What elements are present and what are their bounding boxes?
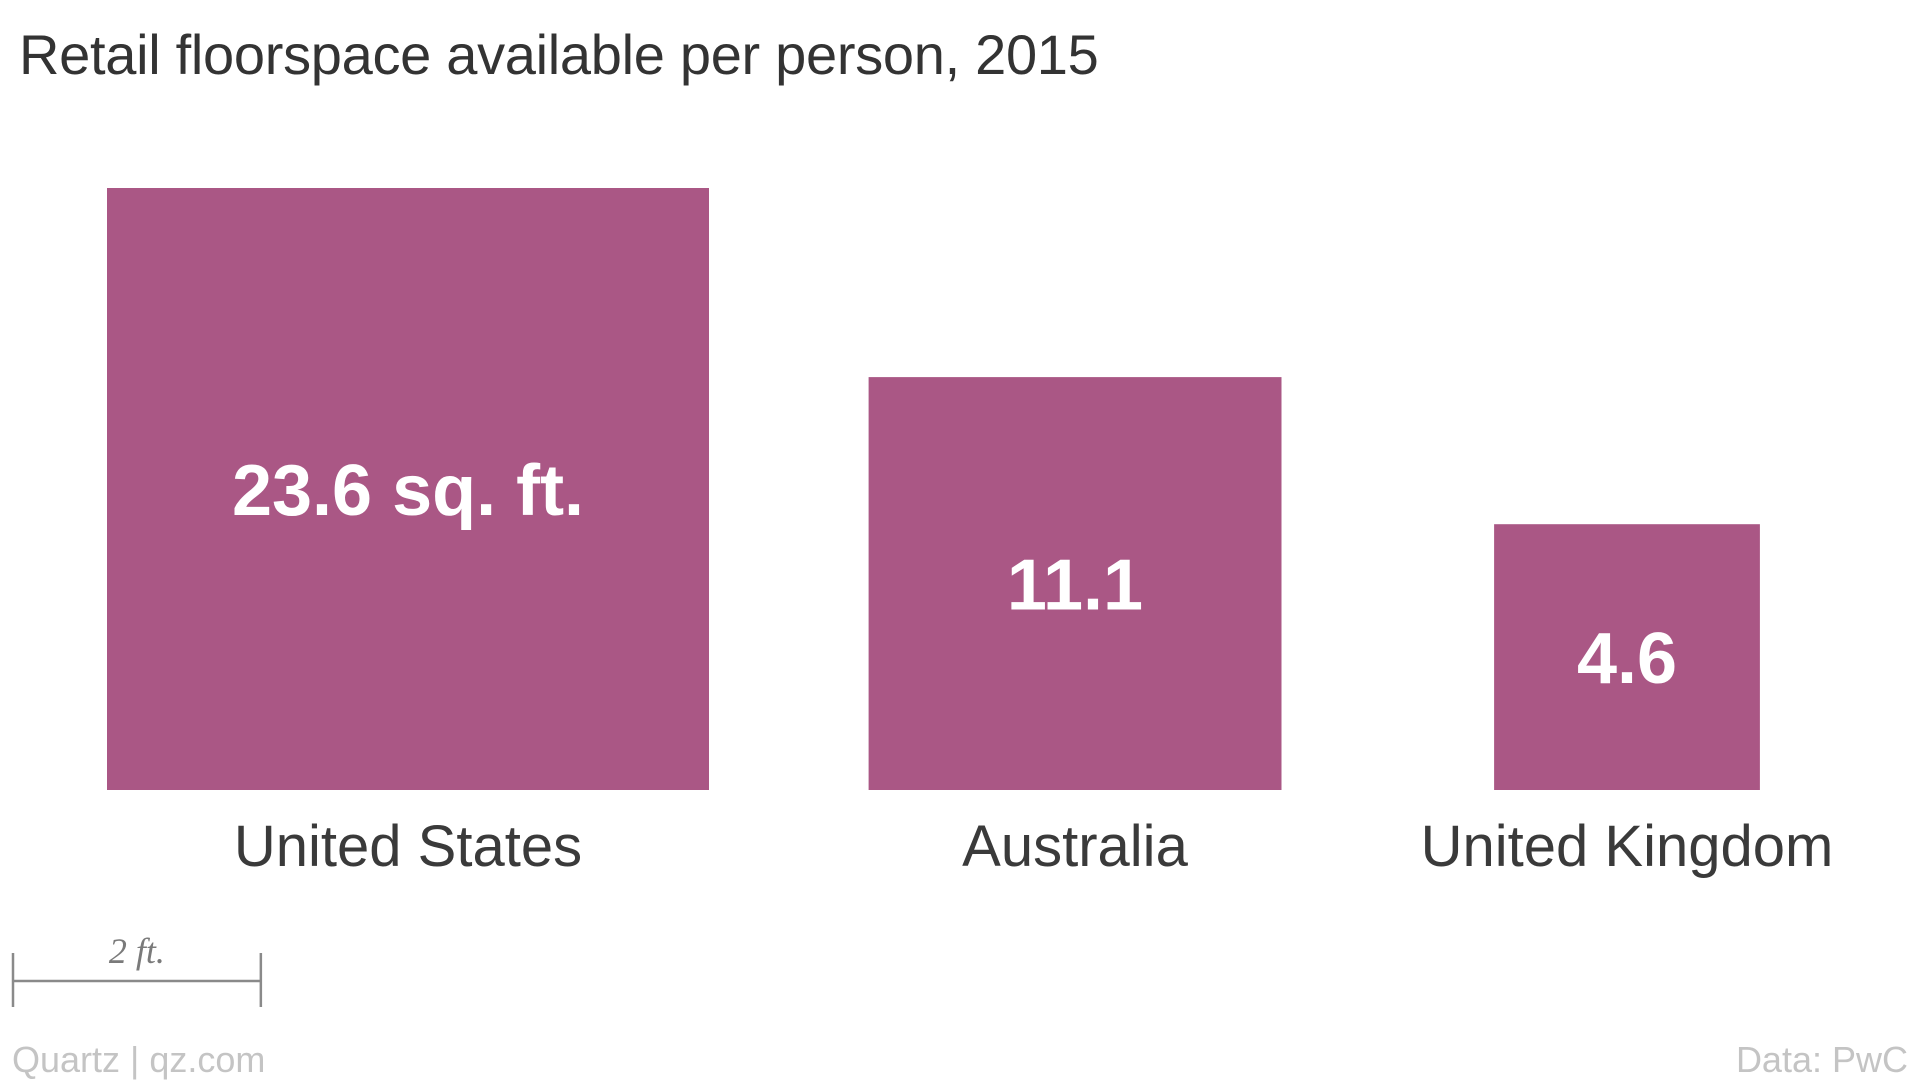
chart-title: Retail floorspace available per person, …: [19, 23, 1099, 86]
bars-layer: [107, 188, 1760, 790]
value-label: 11.1: [1007, 546, 1143, 626]
footer-data-credit: Data: PwC: [1735, 1039, 1908, 1080]
value-label: 4.6: [1577, 619, 1677, 699]
category-label: Australia: [962, 814, 1188, 879]
square-united-kingdom: [1494, 524, 1760, 790]
square-united-states: [107, 188, 709, 790]
category-label: United Kingdom: [1421, 814, 1834, 879]
value-labels: 23.6 sq. ft. 11.1 4.6: [232, 451, 1677, 699]
scale-label: 2 ft.: [108, 931, 165, 971]
value-label: 23.6 sq. ft.: [232, 451, 584, 531]
scale-bar: [11, 953, 263, 1007]
square-australia: [868, 377, 1282, 790]
category-labels: United States Australia United Kingdom: [234, 814, 1833, 879]
category-label: United States: [234, 814, 582, 879]
footer-source: Quartz | qz.com: [12, 1039, 266, 1080]
